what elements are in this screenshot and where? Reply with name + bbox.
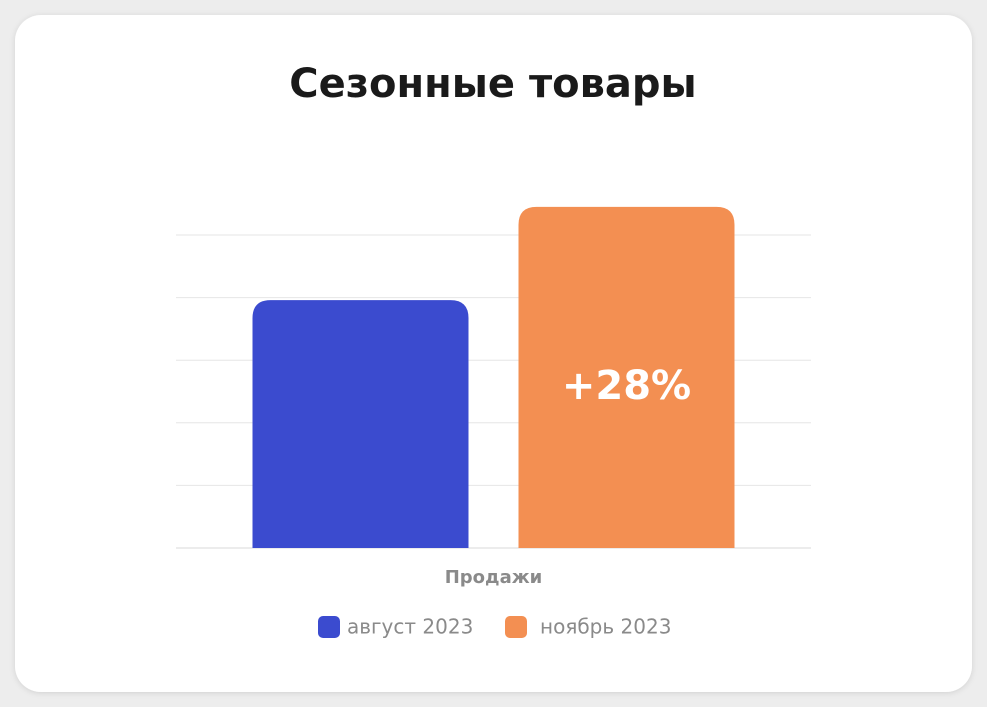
chart-title: Сезонные товары — [289, 61, 696, 107]
bar — [518, 206, 735, 548]
annotation: +28% — [562, 363, 691, 409]
legend-label: ноябрь 2023 — [540, 615, 671, 639]
x-tick-label: Продажи — [445, 567, 543, 588]
card — [15, 15, 972, 692]
legend-swatch — [505, 616, 527, 638]
legend-swatch — [318, 616, 340, 638]
legend-label: август 2023 — [347, 615, 473, 639]
bar — [252, 300, 469, 548]
